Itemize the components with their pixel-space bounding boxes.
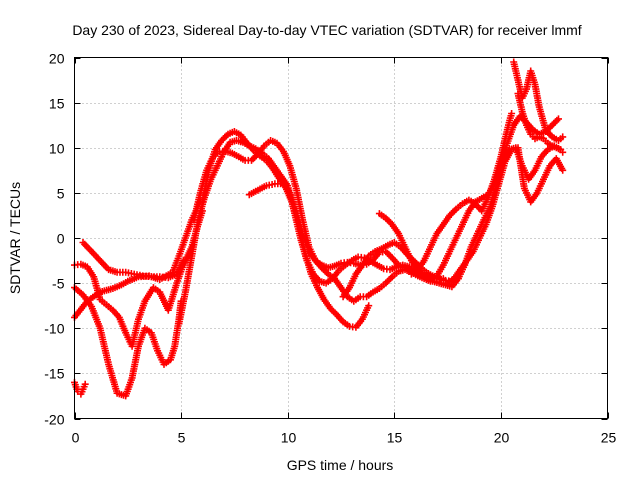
series-arc-1 — [71, 378, 89, 398]
data-point — [179, 257, 187, 265]
x-tick-label: 0 — [72, 430, 80, 446]
x-axis-label: GPS time / hours — [287, 457, 394, 473]
y-tick-label: 10 — [49, 141, 65, 157]
data-point — [559, 133, 567, 141]
x-tick-label: 15 — [387, 430, 403, 446]
series-arc-5 — [79, 239, 187, 282]
x-tick-label: 10 — [281, 430, 297, 446]
tick-layer: 0 5 10 15 20 25 -20 -15 -10 -5 0 5 10 15 20 — [44, 51, 616, 446]
plot-frame — [74, 57, 608, 419]
data-point — [81, 380, 89, 388]
x-tick-label: 25 — [601, 430, 617, 446]
x-tick-label: 5 — [178, 430, 186, 446]
y-tick-label: 20 — [49, 51, 65, 67]
data-point — [559, 166, 567, 174]
series-arc-15 — [510, 58, 567, 144]
y-tick-label: -20 — [44, 412, 64, 428]
y-tick-label: 0 — [57, 231, 65, 247]
x-tick-label: 20 — [494, 430, 510, 446]
y-tick-label: -10 — [44, 321, 64, 337]
chart-title: Day 230 of 2023, Sidereal Day-to-day VTE… — [72, 22, 581, 38]
data-point — [508, 110, 516, 117]
grid-layer — [74, 57, 608, 419]
y-tick-label: -15 — [44, 366, 64, 382]
series-arc-14 — [444, 144, 567, 287]
y-tick-label: -5 — [52, 276, 65, 292]
series-arc-16 — [514, 90, 567, 156]
y-axis-label: SDTVAR / TECUs — [7, 182, 23, 294]
data-point — [559, 148, 567, 156]
y-tick-label: 5 — [57, 186, 65, 202]
data-point — [365, 302, 373, 310]
data-point — [555, 115, 562, 123]
y-tick-label: 15 — [49, 96, 65, 112]
data-layer — [71, 58, 567, 400]
series-arc-6 — [175, 137, 432, 328]
